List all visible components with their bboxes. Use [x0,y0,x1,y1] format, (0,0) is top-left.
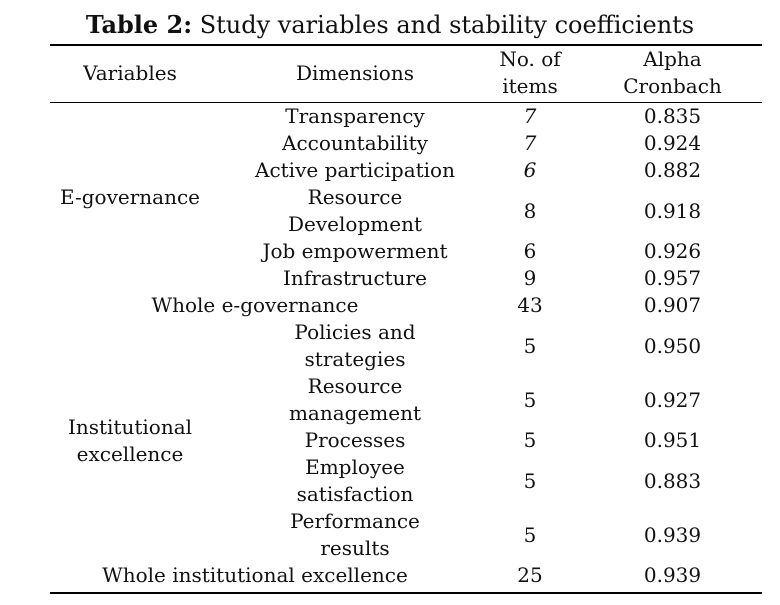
alpha-cell: 0.951 [643,428,702,452]
items-cell: 7 [523,131,537,155]
dimension-cell: Resource [307,374,403,398]
total-label: Whole e-governance [151,293,359,317]
items-cell: 7 [523,104,537,128]
alpha-cell: 0.883 [643,468,702,493]
total-alpha: 0.939 [643,563,702,587]
variable-cell: excellence [76,441,184,466]
dimension-cell: Transparency [285,104,425,128]
header-dimensions: Dimensions [296,61,414,85]
dimension-cell: Policies and [294,320,416,344]
header-rule [50,102,762,103]
dimension-cell: Development [288,212,422,236]
items-cell: 8 [523,198,537,223]
alpha-cell: 0.924 [643,131,702,155]
variable-cell: E-governance [60,185,200,209]
dimension-cell: Employee [305,455,405,479]
items-cell: 5 [523,468,537,493]
items-cell: 6 [523,239,537,263]
dimension-cell: management [288,401,422,425]
bottom-rule [50,592,762,594]
table-title: Table 2: Study variables and stability c… [0,10,780,40]
variable-cell: Institutional [67,414,193,439]
alpha-cell: 0.950 [643,333,702,358]
items-cell: 5 [523,522,537,547]
dimension-cell: strategies [304,347,406,371]
dimension-cell: Infrastructure [283,266,427,290]
alpha-cell: 0.939 [643,522,702,547]
items-cell: 5 [523,387,537,412]
header-alpha-line2: Cronbach [623,74,722,98]
total-alpha: 0.907 [643,293,702,317]
dimension-cell: Job empowerment [262,239,448,263]
header-variables: Variables [83,61,177,85]
total-items: 43 [517,293,543,317]
alpha-cell: 0.957 [643,266,702,290]
total-label: Whole institutional excellence [102,563,408,587]
dimension-cell: satisfaction [296,482,414,506]
dimension-cell: Resource [307,185,403,209]
dimension-cell: results [320,536,390,560]
items-cell: 5 [523,333,537,358]
alpha-cell: 0.927 [643,387,702,412]
total-items: 25 [517,563,543,587]
header-items-line2: items [502,74,558,98]
items-cell: 5 [523,428,537,452]
header-items-line1: No. of [499,47,561,71]
table-number: Table 2: [85,10,193,39]
alpha-cell: 0.835 [643,104,702,128]
table-caption: Study variables and stability coefficien… [192,11,695,39]
alpha-cell: 0.926 [643,239,702,263]
dimension-cell: Accountability [282,131,428,155]
top-rule [50,44,762,46]
dimension-cell: Active participation [255,158,455,182]
dimension-cell: Processes [304,428,406,452]
alpha-cell: 0.882 [643,158,702,182]
dimension-cell: Performance [290,509,420,533]
header-alpha-line1: Alpha [643,47,702,71]
alpha-cell: 0.918 [643,198,702,223]
items-cell: 9 [523,266,537,290]
items-cell: 6 [523,158,537,182]
